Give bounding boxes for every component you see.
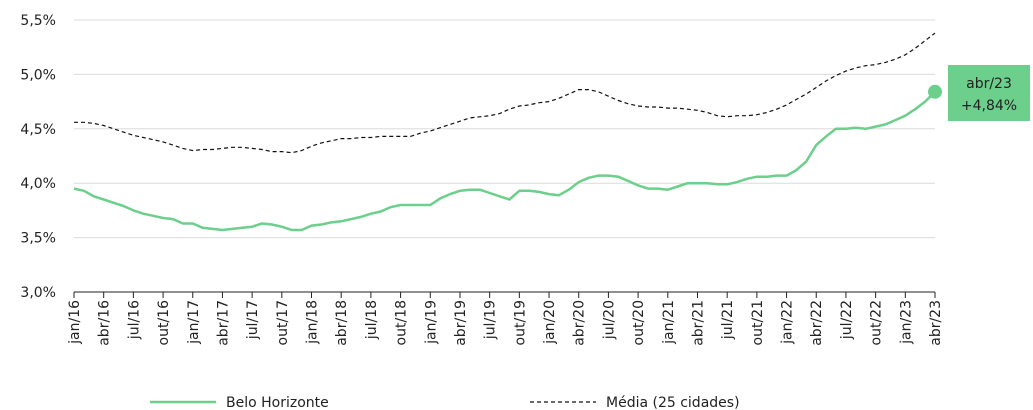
y-tick-label: 5,0% [20,67,56,83]
x-tick-label: jan/22 [780,300,796,345]
x-tick-label: abr/22 [809,300,825,346]
x-tick-label: out/17 [275,300,291,345]
x-tick-label: jul/17 [245,300,261,340]
annotation-box [948,65,1030,121]
x-tick-label: out/19 [512,300,528,345]
legend-label: Média (25 cidades) [606,395,740,410]
x-tick-label: out/16 [156,300,172,346]
x-tick-label: jul/18 [364,300,380,340]
x-tick-label: jan/19 [423,300,439,345]
series-line [73,90,936,232]
x-tick-label: abr/18 [334,300,350,346]
x-tick-label: jan/21 [661,300,677,345]
x-tick-label: jul/16 [126,300,142,340]
end-marker [928,84,942,99]
y-tick-label: 4,5% [20,122,56,138]
x-tick-label: jan/17 [186,300,202,345]
y-tick-label: 4,0% [20,176,56,192]
annotation-value: +4,84% [961,98,1017,114]
x-tick-label: out/22 [869,300,885,345]
y-tick-label: 3,0% [20,285,56,301]
x-tick-label: out/20 [631,300,647,345]
x-tick-label: jul/20 [601,300,617,340]
y-tick-label: 3,5% [20,231,56,247]
x-tick-label: jul/19 [483,300,499,340]
x-tick-label: jan/20 [542,300,558,345]
x-tick-label: jan/16 [67,300,83,345]
x-tick-label: abr/19 [453,300,469,346]
x-tick-label: abr/16 [97,300,113,346]
x-tick-label: jul/21 [720,300,736,340]
x-tick-label: abr/17 [215,300,231,346]
y-tick-label: 5,5% [20,13,56,29]
x-tick-label: jan/18 [305,300,321,345]
x-tick-label: jan/23 [898,300,914,345]
x-tick-label: abr/23 [928,300,944,346]
x-tick-label: jul/22 [839,300,855,340]
annotation-date: abr/23 [966,76,1012,92]
x-tick-label: abr/21 [690,300,706,346]
x-tick-label: out/21 [750,300,766,345]
x-tick-label: out/18 [394,300,410,345]
x-tick-label: abr/20 [572,300,588,346]
series-line [74,32,936,154]
legend-label: Belo Horizonte [226,395,329,410]
